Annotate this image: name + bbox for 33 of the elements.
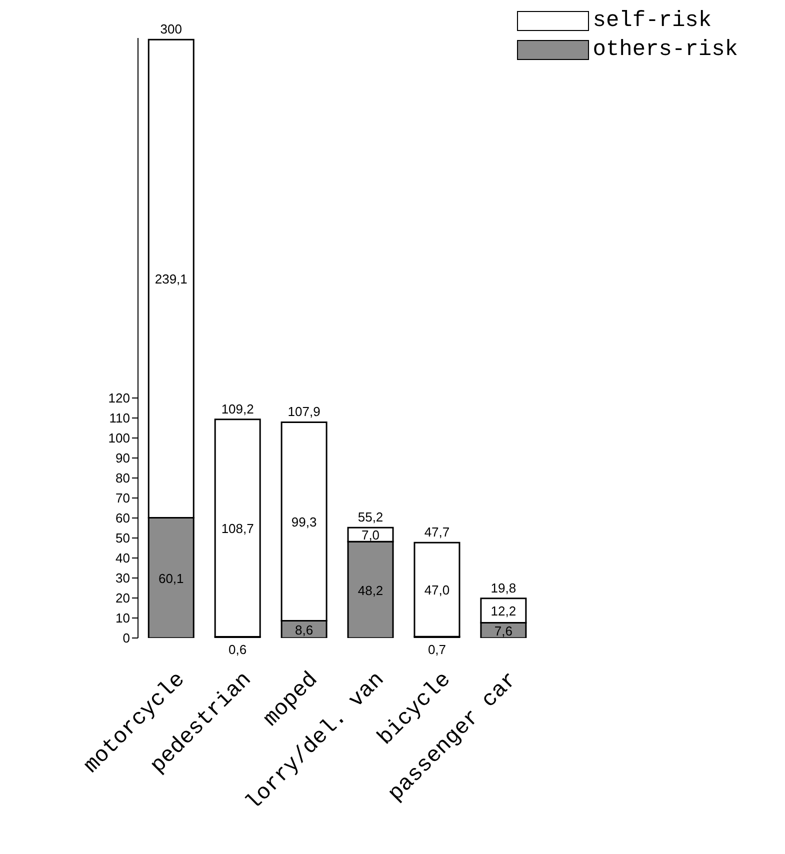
data-label: 0,7 <box>428 642 446 657</box>
legend-label: others-risk <box>592 37 738 62</box>
y-tick-label: 0 <box>122 630 130 646</box>
y-tick-label: 120 <box>108 390 130 406</box>
total-label: 19,8 <box>490 580 516 596</box>
data-label: 8,6 <box>295 622 314 638</box>
data-label: 12,2 <box>490 604 516 619</box>
y-tick-label: 80 <box>116 470 130 486</box>
data-label: 99,3 <box>291 514 317 530</box>
y-tick-label: 110 <box>109 410 130 426</box>
data-label: 0,6 <box>228 642 247 657</box>
total-label: 300 <box>160 22 182 37</box>
data-label: 108,7 <box>221 521 254 536</box>
y-tick-label: 10 <box>116 610 130 626</box>
legend-label: self-risk <box>592 8 712 33</box>
y-tick-label: 50 <box>116 530 130 546</box>
total-label: 109,2 <box>221 401 254 416</box>
y-tick-label: 70 <box>116 490 130 506</box>
data-label: 239,1 <box>154 272 188 287</box>
y-tick-label: 90 <box>116 450 130 466</box>
y-tick-label: 20 <box>116 590 130 606</box>
total-label: 107,9 <box>288 404 320 420</box>
data-label: 7,6 <box>494 623 512 638</box>
data-label: 60,1 <box>158 570 184 586</box>
data-label: 47,0 <box>424 582 450 598</box>
total-label: 47,7 <box>424 524 450 540</box>
total-label: 55,2 <box>358 510 384 525</box>
y-tick-label: 30 <box>116 570 130 586</box>
y-tick-label: 40 <box>116 550 130 566</box>
data-label: 7,0 <box>361 528 380 543</box>
data-label: 48,2 <box>358 582 384 598</box>
y-tick-label: 100 <box>108 430 130 446</box>
y-tick-label: 60 <box>116 510 130 526</box>
